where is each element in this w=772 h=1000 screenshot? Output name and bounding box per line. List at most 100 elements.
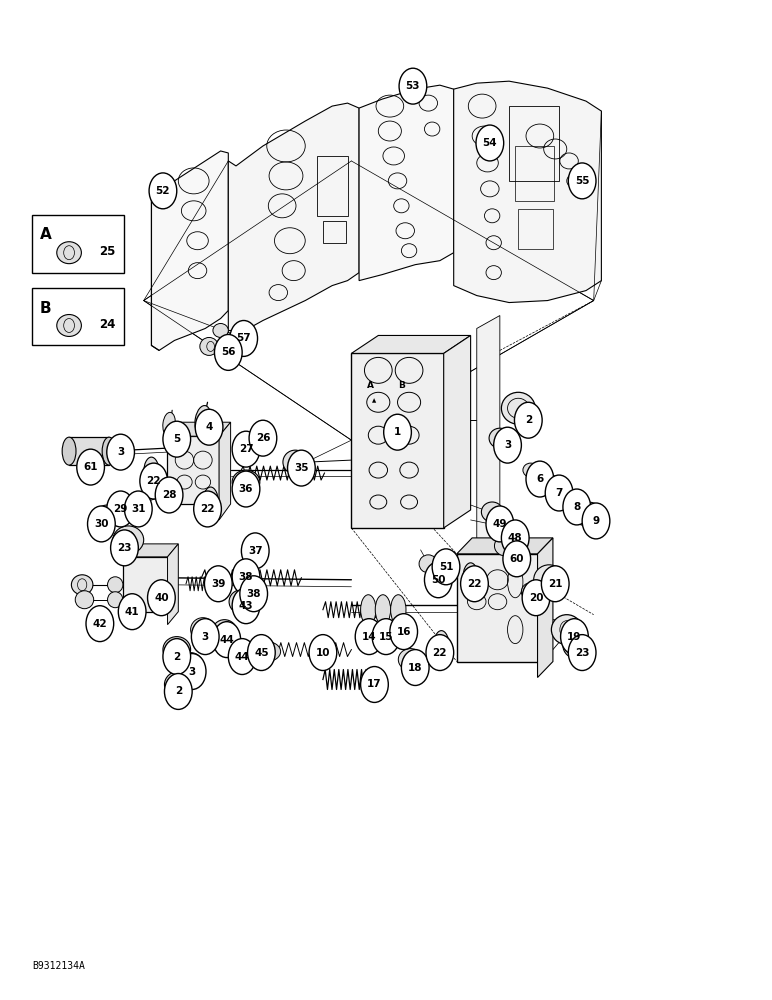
Polygon shape	[351, 335, 471, 353]
Circle shape	[361, 667, 388, 702]
Text: 28: 28	[162, 490, 176, 500]
Text: 17: 17	[367, 679, 382, 689]
Ellipse shape	[434, 631, 449, 661]
Ellipse shape	[191, 618, 215, 642]
Bar	[457, 554, 537, 662]
Text: 5: 5	[173, 434, 181, 444]
Text: 1: 1	[394, 427, 401, 437]
Circle shape	[560, 619, 588, 655]
Ellipse shape	[228, 640, 249, 660]
Circle shape	[545, 475, 573, 511]
Circle shape	[149, 173, 177, 209]
Text: 44: 44	[235, 652, 249, 662]
Ellipse shape	[489, 428, 510, 448]
Circle shape	[522, 580, 550, 616]
Ellipse shape	[57, 242, 81, 264]
Circle shape	[232, 559, 260, 595]
Polygon shape	[219, 422, 231, 520]
Text: 10: 10	[316, 648, 330, 658]
Text: 30: 30	[94, 519, 109, 529]
Text: 31: 31	[131, 504, 146, 514]
Circle shape	[399, 68, 427, 104]
Circle shape	[541, 566, 569, 602]
Text: 22: 22	[147, 476, 161, 486]
Text: 22: 22	[432, 648, 447, 658]
Text: 51: 51	[438, 562, 453, 572]
Text: 42: 42	[93, 619, 107, 629]
Text: A: A	[40, 227, 52, 242]
Text: 60: 60	[510, 554, 524, 564]
Ellipse shape	[419, 555, 438, 573]
Circle shape	[355, 619, 383, 655]
Text: 49: 49	[493, 519, 507, 529]
Text: 53: 53	[405, 81, 420, 91]
Polygon shape	[168, 544, 178, 625]
Circle shape	[232, 471, 260, 507]
Text: 57: 57	[236, 333, 251, 343]
Ellipse shape	[195, 406, 211, 435]
Ellipse shape	[113, 526, 144, 554]
Text: 39: 39	[211, 579, 225, 589]
Text: 25: 25	[99, 245, 115, 258]
Text: 22: 22	[467, 579, 482, 589]
Ellipse shape	[249, 580, 265, 594]
Circle shape	[163, 639, 191, 675]
Text: 61: 61	[83, 462, 98, 472]
Ellipse shape	[232, 470, 260, 494]
Ellipse shape	[107, 592, 123, 608]
Text: A: A	[367, 381, 374, 390]
Circle shape	[493, 427, 521, 463]
Text: 3: 3	[504, 440, 511, 450]
Text: 15: 15	[379, 632, 393, 642]
Ellipse shape	[213, 323, 229, 337]
Text: B: B	[398, 381, 405, 390]
Ellipse shape	[75, 591, 93, 609]
Ellipse shape	[361, 595, 376, 625]
Circle shape	[215, 334, 242, 370]
Circle shape	[309, 635, 337, 671]
Ellipse shape	[163, 637, 191, 663]
Bar	[32, 288, 124, 345]
Circle shape	[461, 566, 489, 602]
Circle shape	[568, 163, 596, 199]
Bar	[123, 557, 168, 612]
Text: 36: 36	[239, 484, 253, 494]
Polygon shape	[167, 422, 231, 436]
Circle shape	[240, 576, 268, 612]
Circle shape	[194, 491, 222, 527]
Bar	[323, 221, 346, 243]
Ellipse shape	[229, 590, 254, 614]
Text: 7: 7	[555, 488, 563, 498]
Ellipse shape	[521, 583, 540, 601]
Text: 19: 19	[567, 632, 581, 642]
Text: 14: 14	[362, 632, 377, 642]
Bar	[317, 156, 347, 216]
Text: 16: 16	[397, 627, 411, 637]
Ellipse shape	[523, 463, 538, 477]
Bar	[515, 146, 554, 201]
Polygon shape	[444, 335, 471, 528]
Text: 40: 40	[154, 593, 169, 603]
Text: B: B	[40, 301, 52, 316]
Ellipse shape	[494, 536, 516, 556]
Ellipse shape	[130, 497, 146, 511]
Text: 9: 9	[592, 516, 600, 526]
Ellipse shape	[563, 633, 591, 659]
Text: 21: 21	[548, 579, 563, 589]
Circle shape	[287, 450, 315, 486]
Bar	[351, 353, 444, 528]
Circle shape	[232, 588, 260, 624]
Text: 29: 29	[113, 504, 128, 514]
Polygon shape	[477, 316, 499, 562]
Circle shape	[486, 506, 513, 542]
Ellipse shape	[200, 337, 218, 355]
Ellipse shape	[533, 565, 564, 595]
Ellipse shape	[110, 492, 131, 512]
Ellipse shape	[107, 577, 123, 593]
Ellipse shape	[212, 620, 237, 644]
Polygon shape	[229, 103, 359, 335]
Text: 50: 50	[431, 575, 445, 585]
Text: 4: 4	[205, 422, 213, 432]
Circle shape	[432, 549, 460, 585]
Bar	[518, 209, 553, 249]
